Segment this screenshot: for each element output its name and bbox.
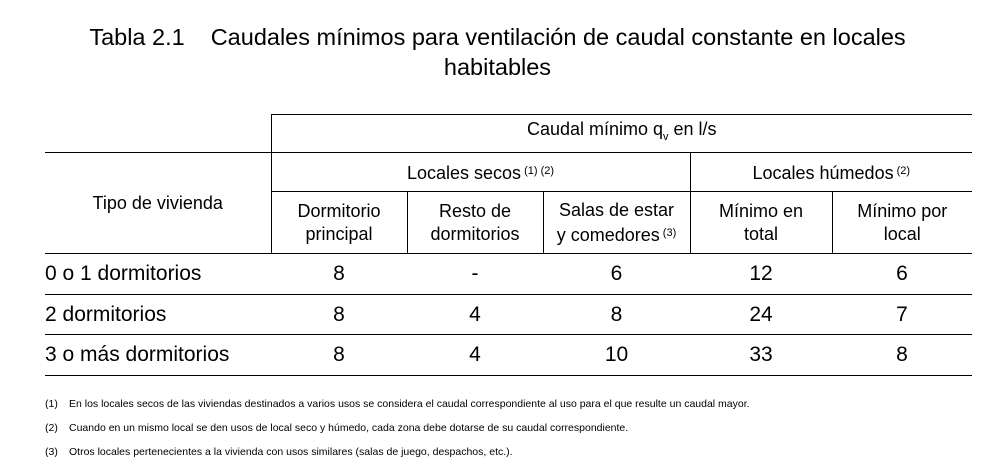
locales-secos-label: Locales secos — [406, 162, 522, 183]
row-tipo: 2 dormitorios — [45, 294, 271, 335]
footnote-number: (2) — [45, 422, 58, 434]
cell-min-total: 12 — [690, 253, 832, 295]
cell-dorm-principal: 8 — [271, 294, 407, 335]
ventilation-table: Caudal mínimo qv en l/s Tipo de vivienda… — [45, 114, 973, 376]
header-locales-secos: Locales secos (1) (2) — [270, 152, 690, 192]
header-row-groups: Tipo de vivienda Locales secos (1) (2) Lo… — [45, 152, 973, 254]
header-caudal: Caudal mínimo qv en l/s — [270, 114, 973, 153]
cell-salas: 6 — [543, 253, 690, 295]
cell-salas: 10 — [543, 334, 690, 376]
cell-dorm-principal: 8 — [271, 253, 407, 295]
title-text: Caudales mínimos para ventilación de cau… — [210, 24, 906, 50]
cell-salas: 8 — [543, 294, 690, 335]
caudal-suffix: en l/s — [668, 119, 717, 139]
header-resto-dormitorios: Resto de dormitorios — [406, 191, 543, 254]
header-minimo-total: Mínimo en total — [689, 191, 832, 254]
footnote-text: Cuando en un mismo local se den usos de … — [69, 422, 629, 434]
footnote-text: Otros locales pertenecientes a la vivien… — [69, 446, 513, 458]
cell-resto: 4 — [407, 334, 543, 376]
footnote: (2) Cuando en un mismo local se den usos … — [45, 422, 750, 446]
header-row-columns: Dormitorio principal Resto de dormitorio… — [45, 191, 973, 254]
col-header-line: total — [743, 223, 779, 244]
cell-min-local: 6 — [832, 253, 973, 295]
col-header-line: y comedores (3) — [544, 222, 690, 247]
header-salas-comedores: Salas de estar y comedores (3) — [542, 191, 690, 254]
col-header-line: Dormitorio — [297, 200, 381, 221]
cell-min-local: 7 — [832, 294, 973, 335]
table-row: 0 o 1 dormitorios 8 - 6 12 6 — [45, 253, 973, 295]
table-row: 2 dormitorios 8 4 8 24 7 — [45, 294, 973, 335]
header-row-caudal: Caudal mínimo qv en l/s — [45, 114, 973, 153]
col-header-line: Resto de — [438, 200, 512, 221]
col-header-line: local — [883, 223, 921, 244]
locales-humedos-label: Locales húmedos — [752, 162, 894, 183]
locales-secos-refs: (1) (2) — [524, 164, 555, 177]
row-tipo: 0 o 1 dormitorios — [45, 253, 271, 295]
col-header-text: y comedores — [556, 224, 660, 245]
footnote-number: (3) — [45, 446, 58, 458]
col-header-line: principal — [305, 223, 373, 244]
footnote-number: (1) — [45, 398, 58, 410]
table-number: Tabla 2.1 — [89, 24, 185, 50]
col-header-line: Mínimo en — [718, 200, 804, 221]
salas-ref: (3) — [662, 226, 677, 239]
cell-dorm-principal: 8 — [271, 334, 407, 376]
cell-resto: 4 — [407, 294, 543, 335]
footnote: (1) En los locales secos de las viviendas… — [45, 398, 750, 422]
caudal-prefix: Caudal mínimo q — [526, 119, 664, 139]
cell-min-total: 33 — [690, 334, 832, 376]
footnote-text: En los locales secos de las viviendas de… — [69, 398, 750, 410]
col-header-line: Salas de estar — [558, 199, 675, 220]
locales-humedos-refs: (2) — [896, 164, 911, 177]
footnotes: (1) En los locales secos de las viviendas… — [45, 398, 750, 470]
header-minimo-local: Mínimo por local — [831, 191, 973, 254]
table-row: 3 o más dormitorios 8 4 10 33 8 — [45, 334, 973, 376]
header-empty-cell — [45, 114, 271, 153]
header-tipo-vivienda: Tipo de vivienda — [45, 152, 271, 254]
title-line-1: Tabla 2.1 Caudales mínimos para ventilaci… — [0, 22, 995, 52]
title-line-2: habitables — [443, 54, 552, 80]
col-header-line: dormitorios — [430, 223, 520, 244]
cell-min-total: 24 — [690, 294, 832, 335]
caudal-subscript: v — [663, 131, 669, 143]
cell-min-local: 8 — [832, 334, 973, 376]
footnote: (3) Otros locales pertenecientes a la viv… — [45, 446, 750, 470]
table-title: Tabla 2.1 Caudales mínimos para ventilaci… — [0, 22, 995, 82]
cell-resto: - — [407, 253, 543, 295]
row-tipo: 3 o más dormitorios — [45, 334, 271, 376]
header-dormitorio-principal: Dormitorio principal — [270, 191, 407, 254]
header-locales-humedos: Locales húmedos (2) — [689, 152, 973, 192]
col-header-line: Mínimo por — [857, 200, 948, 221]
